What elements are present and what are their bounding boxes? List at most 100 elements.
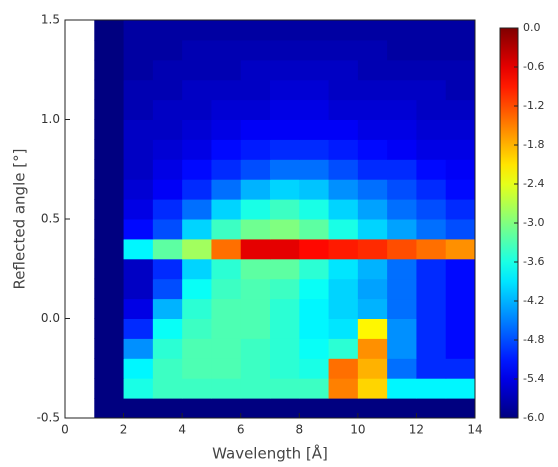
x-tick-label: 12 — [409, 423, 424, 437]
heat-cell — [299, 39, 330, 61]
colorbar-tick-label: -2.4 — [523, 177, 544, 190]
y-tick-label: 0.5 — [41, 212, 60, 226]
heat-cell — [445, 278, 476, 300]
heat-cell — [270, 159, 300, 180]
heat-cell — [270, 39, 300, 61]
heat-cell — [445, 298, 476, 319]
heat-cell — [416, 238, 447, 260]
heat-cell — [182, 338, 212, 359]
heat-cell — [357, 20, 388, 41]
heat-cell — [182, 20, 212, 41]
heat-cell — [123, 298, 154, 319]
heat-cell — [299, 298, 330, 319]
heat-cell — [416, 99, 447, 120]
heat-cell — [357, 79, 388, 101]
heat-cell — [152, 338, 183, 359]
heat-cell — [94, 99, 125, 120]
heat-cell — [152, 219, 183, 240]
heat-cell — [416, 258, 447, 280]
heat-cell — [387, 139, 417, 160]
heat-cell — [270, 20, 300, 41]
heat-cell — [240, 298, 271, 319]
heat-cell — [357, 39, 388, 61]
colorbar-tick-label: -1.2 — [523, 99, 544, 112]
heat-cell — [152, 238, 183, 260]
colorbar-tick-label: -4.2 — [523, 294, 544, 307]
heat-cell — [387, 20, 417, 41]
heat-cell — [123, 159, 154, 180]
x-tick-label: 0 — [61, 423, 69, 437]
heat-cell — [94, 39, 125, 61]
heat-cell — [240, 378, 271, 399]
heat-cell — [182, 258, 212, 280]
heat-cell — [328, 199, 359, 220]
heat-cell — [94, 20, 125, 41]
heat-cell — [416, 298, 447, 319]
heat-cell — [123, 378, 154, 399]
heat-cell — [240, 99, 271, 120]
heat-cell — [182, 238, 212, 260]
heat-cell — [387, 219, 417, 240]
heat-cell — [387, 378, 417, 399]
heat-cell — [211, 179, 242, 200]
heat-cell — [123, 119, 154, 140]
heat-cell — [328, 278, 359, 300]
heat-cell — [270, 338, 300, 359]
colorbar-tick-label: -0.6 — [523, 60, 544, 73]
colorbar-tick-label: -5.4 — [523, 372, 544, 385]
heat-cell — [445, 219, 476, 240]
heat-cell — [416, 79, 447, 101]
heat-cell — [211, 318, 242, 339]
heat-cell — [240, 199, 271, 220]
heat-cell — [357, 159, 388, 180]
heat-cell — [270, 119, 300, 140]
heat-cell — [240, 318, 271, 339]
heat-cell — [94, 159, 125, 180]
heat-cell — [152, 298, 183, 319]
y-tick-label: -0.5 — [37, 411, 60, 425]
heat-cell — [357, 298, 388, 319]
heat-cell — [387, 79, 417, 101]
heat-cell — [357, 258, 388, 280]
heat-cell — [445, 358, 476, 379]
heat-cell — [328, 99, 359, 120]
heat-cell — [94, 199, 125, 220]
heat-cell — [416, 278, 447, 300]
heat-cell — [357, 378, 388, 399]
x-tick-label: 4 — [178, 423, 186, 437]
heat-cell — [211, 398, 242, 419]
heat-cell — [328, 338, 359, 359]
heat-cell — [152, 159, 183, 180]
heat-cell — [123, 318, 154, 339]
heat-cell — [94, 79, 125, 101]
heat-cell — [299, 139, 330, 160]
heat-cell — [328, 79, 359, 101]
heat-cell — [416, 338, 447, 359]
x-tick-label: 10 — [350, 423, 365, 437]
heat-cell — [94, 238, 125, 260]
heat-cell — [299, 119, 330, 140]
heat-cell — [240, 398, 271, 419]
heat-cell — [357, 278, 388, 300]
heat-cell — [387, 398, 417, 419]
heat-cell — [240, 179, 271, 200]
heat-cell — [240, 119, 271, 140]
heat-cell — [445, 139, 476, 160]
heat-cell — [357, 398, 388, 419]
heat-cell — [416, 179, 447, 200]
heat-cell — [299, 219, 330, 240]
heat-cell — [387, 318, 417, 339]
heat-cell — [94, 358, 125, 379]
heat-cell — [182, 39, 212, 61]
heat-cell — [416, 39, 447, 61]
heat-cell — [94, 59, 125, 81]
heat-cell — [299, 378, 330, 399]
heat-cell — [299, 179, 330, 200]
heat-cell — [387, 278, 417, 300]
heat-cell — [123, 398, 154, 419]
heat-cell — [123, 79, 154, 101]
heat-cell — [445, 59, 476, 81]
heat-cell — [416, 318, 447, 339]
heat-cell — [270, 258, 300, 280]
heat-cell — [299, 238, 330, 260]
